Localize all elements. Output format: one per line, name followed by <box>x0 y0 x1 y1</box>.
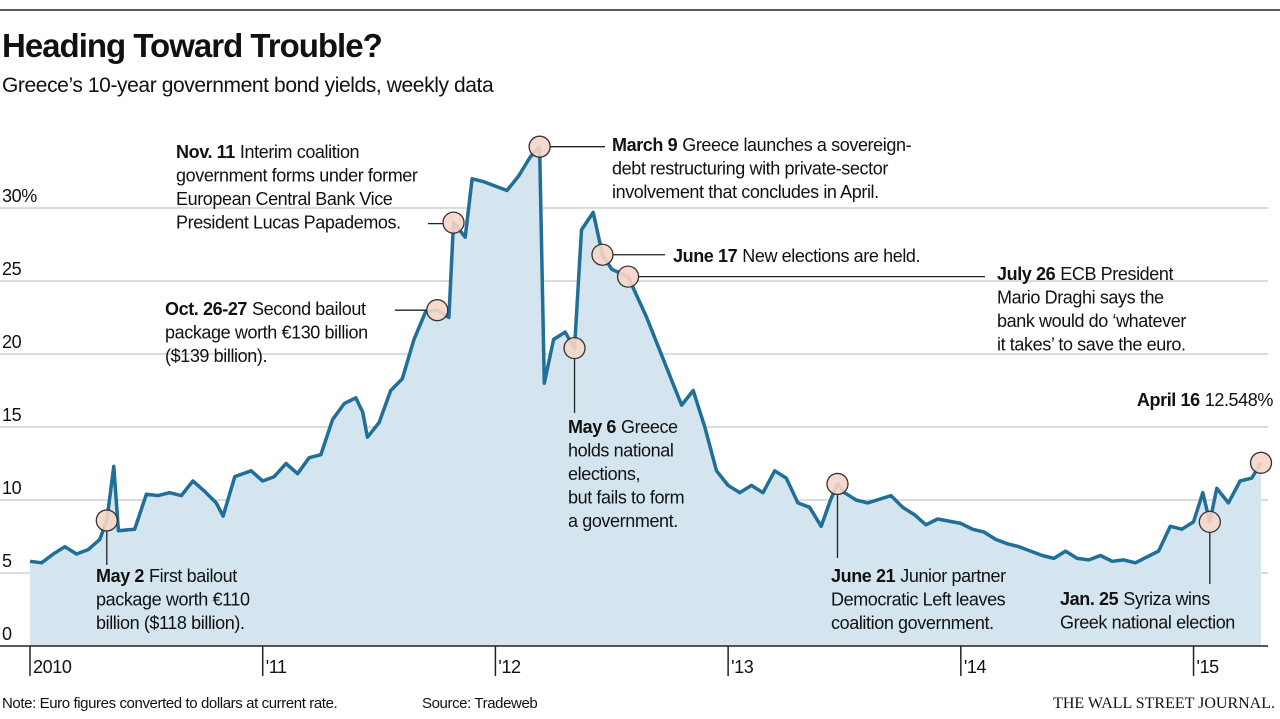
x-tick-label: '15 <box>1197 657 1220 677</box>
annotation-text: Interim coalition <box>240 142 359 162</box>
annotation-text: First bailout <box>149 566 237 586</box>
annotation-label: Jan. 25 <box>1060 589 1119 609</box>
annotation: May 6 Greece holds national elections, but f… <box>568 417 684 531</box>
annotation-text: Democratic Left leaves <box>831 590 1006 610</box>
annotation: Jan. 25 Syriza wins Greek national electio… <box>1060 589 1235 633</box>
y-tick-label: 5 <box>2 551 12 571</box>
annotation-text: Greek national election <box>1060 613 1235 633</box>
x-tick-label: '12 <box>498 657 521 677</box>
event-marker <box>426 299 449 322</box>
annotation: March 9 Greece launches a sovereign-debt … <box>612 135 912 202</box>
annotation: June 21 Junior partner Democratic Left lea… <box>831 566 1006 633</box>
annotation-text: government forms under former <box>176 166 418 186</box>
annotation-text: President Lucas Papademos. <box>176 213 401 233</box>
annotation-text: it takes’ to save the euro. <box>997 335 1186 355</box>
annotation-text: involvement that concludes in April. <box>612 182 879 202</box>
chart-subtitle: Greece’s 10-year government bond yields,… <box>2 74 494 97</box>
event-marker <box>1198 510 1221 534</box>
annotation-text: ($139 billion). <box>165 346 267 366</box>
y-tick-label: 15 <box>2 405 22 425</box>
y-tick-label: 30% <box>2 186 37 206</box>
annotation-text: package worth €130 billion <box>165 323 368 343</box>
annotation-text: debt restructuring with private-sector <box>612 159 888 179</box>
annotation-text: a government. <box>568 511 678 531</box>
annotation-text: 12.548% <box>1205 390 1274 410</box>
x-tick-label: 2010 <box>33 657 72 677</box>
annotation-label: Oct. 26-27 <box>165 299 247 319</box>
event-marker <box>591 243 614 266</box>
annotation-text: Syriza wins <box>1123 589 1210 609</box>
annotation: Nov. 11 Interim coalition government forms… <box>176 142 418 233</box>
annotation-label: April 16 <box>1137 390 1200 410</box>
source: Source: Tradeweb <box>422 695 537 712</box>
event-marker <box>616 265 640 288</box>
y-tick-label: 10 <box>2 478 22 498</box>
event-marker <box>563 337 586 360</box>
x-tick-label: '13 <box>731 657 754 677</box>
annotation-text: holds national <box>568 441 674 461</box>
annotation-text: Mario Draghi says the <box>997 288 1164 308</box>
annotation-label: May 6 <box>568 417 616 437</box>
yield-line <box>29 144 1263 565</box>
annotation-text: Greece launches a sovereign- <box>682 135 911 155</box>
y-tick-label: 0 <box>2 624 12 644</box>
annotation-text: package worth €110 <box>96 590 250 610</box>
annotation-label: June 21 <box>831 566 896 586</box>
area <box>30 146 1261 646</box>
x-tick-label: '14 <box>964 657 987 677</box>
annotation-text: coalition government. <box>831 613 994 633</box>
y-tick-label: 20 <box>2 332 22 352</box>
x-tick-label: '11 <box>266 657 287 677</box>
annotation: July 26 ECB President Mario Draghi says th… <box>997 264 1186 355</box>
annotation-text: elections, <box>568 464 640 484</box>
annotation: April 16 12.548% <box>1137 390 1273 410</box>
annotation: May 2 First bailout package worth €110 bill… <box>96 566 250 633</box>
annotation-text: Second bailout <box>252 299 366 319</box>
annotation-label: July 26 <box>997 264 1056 284</box>
annotation: Oct. 26-27 Second bailout package worth €1… <box>165 299 368 366</box>
annotation: June 17 New elections are held. <box>673 246 920 266</box>
event-marker <box>1249 451 1273 474</box>
annotation-text: but fails to form <box>568 488 684 508</box>
annotation-text: European Central Bank Vice <box>176 189 393 209</box>
event-marker <box>442 211 465 234</box>
annotation-label: June 17 <box>673 246 738 266</box>
brand: THE WALL STREET JOURNAL. <box>1053 695 1275 712</box>
annotation-text: Greece <box>621 417 678 437</box>
event-marker <box>95 509 118 532</box>
annotation-label: May 2 <box>96 566 144 586</box>
y-tick-label: 25 <box>2 259 22 279</box>
event-marker <box>528 135 551 158</box>
annotation-text: billion ($118 billion). <box>96 613 245 633</box>
chart-title: Heading Toward Trouble? <box>2 27 382 64</box>
annotation-label: March 9 <box>612 135 678 155</box>
annotation-text: New elections are held. <box>742 246 920 266</box>
annotation-text: ECB President <box>1060 264 1173 284</box>
annotation-text: Junior partner <box>900 566 1006 586</box>
note: Note: Euro figures converted to dollars … <box>2 695 337 712</box>
annotation-text: bank would do ‘whatever <box>997 311 1186 331</box>
annotation-label: Nov. 11 <box>176 142 235 162</box>
event-marker <box>826 472 849 496</box>
